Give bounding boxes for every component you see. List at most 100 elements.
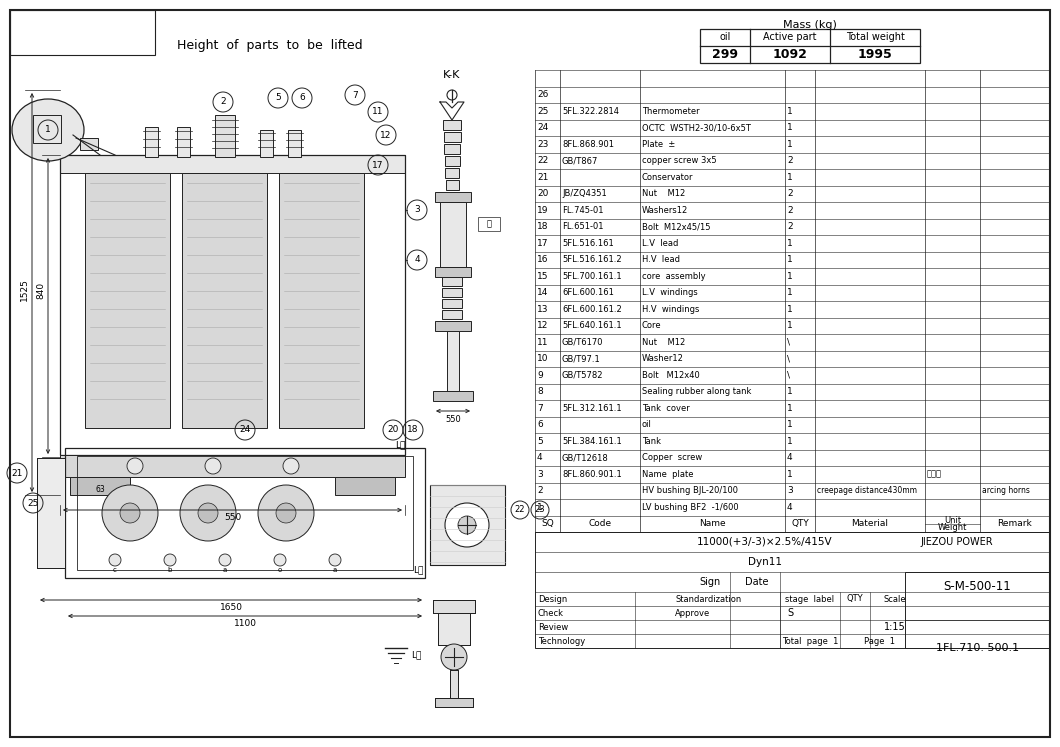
Text: Washers12: Washers12 bbox=[642, 205, 688, 214]
Text: 19: 19 bbox=[537, 205, 548, 214]
Bar bbox=[450, 670, 458, 698]
Text: 6: 6 bbox=[537, 421, 543, 430]
Text: 4: 4 bbox=[787, 453, 793, 462]
Bar bbox=[535, 532, 1050, 648]
Text: 2: 2 bbox=[787, 189, 793, 198]
Text: Sign: Sign bbox=[700, 577, 721, 587]
Text: a: a bbox=[223, 567, 227, 573]
Text: 1: 1 bbox=[787, 255, 793, 264]
Text: 8: 8 bbox=[537, 387, 543, 396]
Text: 3: 3 bbox=[537, 470, 543, 479]
Text: 4: 4 bbox=[537, 453, 543, 462]
Text: Dyn11: Dyn11 bbox=[748, 557, 782, 567]
Text: 18: 18 bbox=[537, 223, 548, 232]
Circle shape bbox=[458, 516, 476, 534]
Text: Code: Code bbox=[588, 519, 612, 528]
Text: 1: 1 bbox=[537, 503, 543, 512]
Text: \: \ bbox=[787, 371, 790, 379]
Circle shape bbox=[102, 485, 158, 541]
Text: 1FL.710. 500.1: 1FL.710. 500.1 bbox=[936, 643, 1019, 653]
Bar bbox=[60, 455, 405, 477]
Bar bbox=[432, 600, 475, 613]
Bar bbox=[430, 485, 505, 565]
Bar bbox=[905, 572, 1050, 648]
Text: OCTC  WSTH2-30/10-6x5T: OCTC WSTH2-30/10-6x5T bbox=[642, 123, 750, 132]
Text: 8FL.868.901: 8FL.868.901 bbox=[562, 140, 614, 149]
Text: 4: 4 bbox=[414, 255, 420, 264]
Text: oil: oil bbox=[642, 421, 652, 430]
Bar bbox=[85, 173, 170, 428]
Bar bbox=[442, 299, 462, 308]
Text: Conservator: Conservator bbox=[642, 173, 693, 182]
Circle shape bbox=[109, 554, 121, 566]
Bar bbox=[442, 288, 462, 297]
Text: Name  plate: Name plate bbox=[642, 470, 693, 479]
Text: L自: L自 bbox=[395, 441, 405, 450]
Text: 1: 1 bbox=[787, 403, 793, 413]
Text: stage  label: stage label bbox=[785, 595, 834, 604]
Text: Bolt   M12x40: Bolt M12x40 bbox=[642, 371, 700, 379]
Text: a: a bbox=[333, 567, 337, 573]
Bar bbox=[182, 173, 267, 428]
Circle shape bbox=[127, 458, 143, 474]
Text: b: b bbox=[167, 567, 172, 573]
Text: 26: 26 bbox=[537, 90, 548, 99]
Bar bbox=[442, 310, 462, 319]
Bar bbox=[435, 192, 471, 202]
Text: 12: 12 bbox=[537, 321, 548, 330]
Text: 25: 25 bbox=[537, 107, 548, 116]
Text: HV bushing BJL-20/100: HV bushing BJL-20/100 bbox=[642, 486, 738, 495]
Bar bbox=[37, 458, 65, 568]
Text: Material: Material bbox=[851, 519, 888, 528]
Text: Date: Date bbox=[745, 577, 768, 587]
Text: 22: 22 bbox=[515, 506, 526, 515]
Text: LV bushing BF2  -1/600: LV bushing BF2 -1/600 bbox=[642, 503, 739, 512]
Text: creepage distance430mm: creepage distance430mm bbox=[817, 486, 917, 495]
Text: arcing horns: arcing horns bbox=[982, 486, 1030, 495]
Text: GB/T6170: GB/T6170 bbox=[562, 338, 603, 347]
Text: 1: 1 bbox=[787, 107, 793, 116]
Text: 通用件: 通用件 bbox=[928, 470, 942, 479]
Text: 17: 17 bbox=[372, 161, 384, 170]
Text: Core: Core bbox=[642, 321, 661, 330]
Circle shape bbox=[283, 458, 299, 474]
Bar bbox=[335, 477, 395, 495]
Bar bbox=[288, 130, 301, 157]
Bar bbox=[65, 448, 425, 578]
Text: 1: 1 bbox=[787, 421, 793, 430]
Text: oil: oil bbox=[720, 33, 730, 43]
Text: 5FL.312.161.1: 5FL.312.161.1 bbox=[562, 403, 621, 413]
Text: 1650: 1650 bbox=[219, 604, 243, 613]
Text: 11: 11 bbox=[537, 338, 548, 347]
Text: 22: 22 bbox=[537, 156, 548, 165]
Text: GB/T867: GB/T867 bbox=[562, 156, 599, 165]
Text: 11000(+3/-3)×2.5%/415V: 11000(+3/-3)×2.5%/415V bbox=[697, 537, 833, 547]
Text: 1: 1 bbox=[787, 321, 793, 330]
Text: 6: 6 bbox=[299, 93, 305, 102]
Text: GB/T97.1: GB/T97.1 bbox=[562, 354, 601, 363]
Text: Plate  ±: Plate ± bbox=[642, 140, 675, 149]
Circle shape bbox=[276, 503, 296, 523]
Text: 13: 13 bbox=[537, 305, 548, 314]
Text: Standardization: Standardization bbox=[675, 595, 741, 604]
Text: 1092: 1092 bbox=[773, 48, 808, 61]
Text: 7: 7 bbox=[537, 403, 543, 413]
Text: 1: 1 bbox=[787, 123, 793, 132]
Text: 21: 21 bbox=[12, 468, 22, 477]
Text: 2: 2 bbox=[537, 486, 543, 495]
Bar bbox=[177, 127, 190, 157]
Bar bbox=[70, 477, 130, 495]
Text: 1: 1 bbox=[46, 125, 51, 134]
Text: L.V  lead: L.V lead bbox=[642, 239, 678, 248]
Bar bbox=[430, 485, 505, 565]
Text: 299: 299 bbox=[712, 48, 738, 61]
Text: 5FL.516.161.2: 5FL.516.161.2 bbox=[562, 255, 621, 264]
Text: copper screw 3x5: copper screw 3x5 bbox=[642, 156, 717, 165]
Bar bbox=[432, 600, 475, 613]
Text: 16: 16 bbox=[537, 255, 548, 264]
Text: 63: 63 bbox=[95, 486, 105, 495]
Ellipse shape bbox=[12, 99, 84, 161]
Text: 5FL.640.161.1: 5FL.640.161.1 bbox=[562, 321, 621, 330]
Text: 1: 1 bbox=[787, 140, 793, 149]
Circle shape bbox=[120, 503, 140, 523]
